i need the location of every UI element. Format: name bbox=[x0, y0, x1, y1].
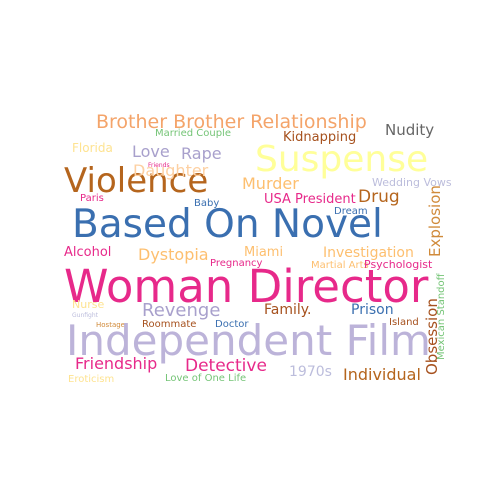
word-independent-film: Independent Film bbox=[66, 316, 431, 365]
word-based-on-novel: Based On Novel bbox=[72, 202, 383, 247]
word-violence: Violence bbox=[64, 161, 209, 201]
word-detective: Detective bbox=[185, 356, 267, 376]
word-married-couple: Married Couple bbox=[155, 128, 231, 139]
word-alcohol: Alcohol bbox=[64, 245, 112, 260]
word-kidnapping: Kidnapping bbox=[283, 130, 357, 145]
word-hostage: Hostage bbox=[96, 321, 125, 329]
word-revenge: Revenge bbox=[142, 300, 221, 321]
word-love-of-one-life: Love of One Life bbox=[165, 373, 247, 384]
word-gunfight: Gunfight bbox=[72, 312, 98, 319]
word-roommate: Roommate bbox=[142, 319, 197, 330]
word-family: Family. bbox=[264, 302, 312, 318]
word-florida: Florida bbox=[72, 141, 113, 155]
word-individual: Individual bbox=[343, 365, 421, 384]
word-paris: Paris bbox=[80, 193, 104, 204]
word-baby: Baby bbox=[194, 198, 220, 209]
word-doctor: Doctor bbox=[215, 319, 249, 330]
word-murder: Murder bbox=[242, 174, 299, 193]
word-martial-arts: Martial Arts bbox=[311, 260, 369, 271]
word-nurse: Nurse bbox=[72, 298, 105, 311]
word-rape: Rape bbox=[181, 144, 222, 163]
word-mexican-standoff: Mexican Standoff bbox=[436, 273, 447, 360]
word-wedding-vows: Wedding Vows bbox=[372, 176, 452, 189]
word-love: Love bbox=[132, 142, 170, 161]
word-pregnancy: Pregnancy bbox=[210, 258, 263, 269]
word-brother-brother-relationship: Brother Brother Relationship bbox=[96, 111, 367, 133]
word-investigation: Investigation bbox=[323, 245, 414, 261]
word-explosion: Explosion bbox=[426, 185, 444, 257]
word-island: Island bbox=[389, 317, 419, 328]
word-psychologist: Psychologist bbox=[364, 258, 433, 271]
word-1970s: 1970s bbox=[289, 364, 332, 380]
word-miami: Miami bbox=[244, 245, 284, 260]
word-dystopia: Dystopia bbox=[138, 245, 209, 264]
word-friends: Friends bbox=[148, 162, 170, 169]
word-woman-director: Woman Director bbox=[64, 260, 429, 313]
word-drug: Drug bbox=[358, 187, 400, 207]
word-eroticism: Eroticism bbox=[68, 374, 115, 385]
word-dream: Dream bbox=[334, 206, 368, 217]
word-nudity: Nudity bbox=[385, 121, 435, 139]
word-friendship: Friendship bbox=[75, 354, 158, 373]
word-daughter: Daughter bbox=[133, 161, 209, 180]
word-usa-president: USA President bbox=[264, 192, 356, 207]
word-prison: Prison bbox=[351, 302, 394, 318]
word-suspense: Suspense bbox=[255, 139, 429, 180]
